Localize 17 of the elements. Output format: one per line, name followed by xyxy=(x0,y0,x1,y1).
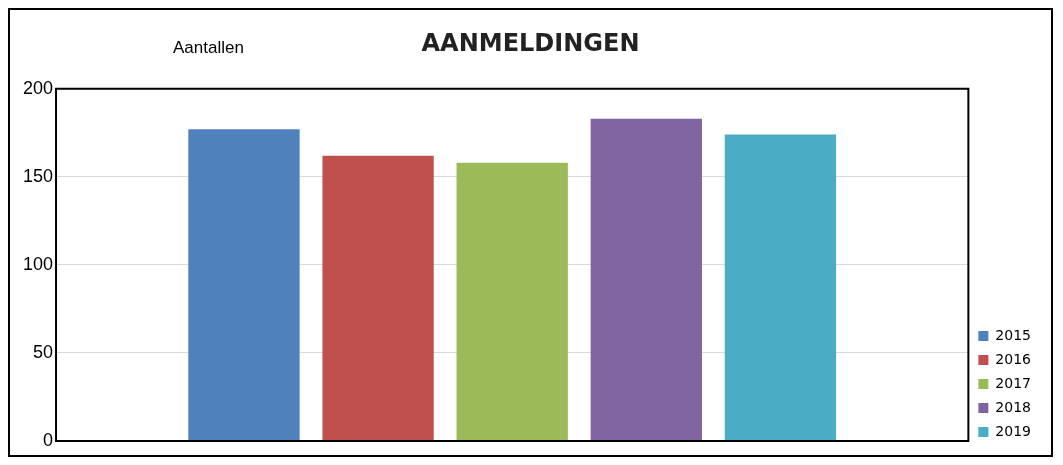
bar xyxy=(188,129,300,441)
y-tick-label: 100 xyxy=(22,253,54,274)
bar xyxy=(590,118,702,441)
bar xyxy=(724,134,837,441)
legend-label: 2019 xyxy=(995,422,1032,439)
chart-title: AANMELDINGEN xyxy=(421,28,640,57)
y-tick-label: 0 xyxy=(43,429,54,450)
legend-label: 2017 xyxy=(995,374,1032,391)
y-tick-label: 200 xyxy=(22,77,54,98)
y-tick-label: 150 xyxy=(22,165,54,186)
legend-label: 2016 xyxy=(995,350,1032,367)
y-axis-title: Aantallen xyxy=(173,37,244,57)
bar xyxy=(322,155,434,441)
legend-label: 2018 xyxy=(995,398,1032,415)
bar xyxy=(456,162,568,441)
legend-label: 2015 xyxy=(995,326,1032,343)
y-tick-label: 50 xyxy=(33,341,54,362)
